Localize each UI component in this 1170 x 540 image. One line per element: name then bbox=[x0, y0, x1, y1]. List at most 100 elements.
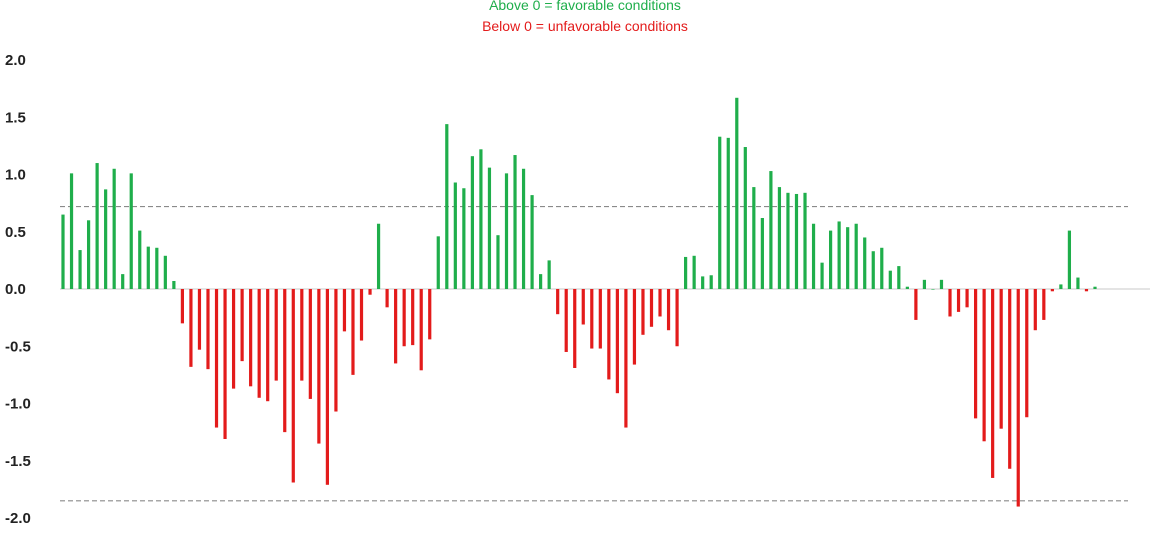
bar bbox=[359, 289, 364, 341]
bar bbox=[794, 193, 799, 289]
bar bbox=[539, 274, 543, 289]
bar bbox=[172, 280, 176, 289]
bar bbox=[581, 289, 585, 325]
bar bbox=[649, 289, 654, 327]
bar bbox=[274, 289, 278, 381]
bar bbox=[496, 235, 500, 289]
y-tick-label: -1.0 bbox=[5, 396, 31, 413]
y-tick-label: -0.5 bbox=[5, 338, 31, 355]
bar bbox=[163, 255, 167, 289]
bar bbox=[231, 289, 236, 389]
bar bbox=[982, 289, 986, 442]
y-tick-label: -1.5 bbox=[5, 453, 31, 470]
bar bbox=[1042, 289, 1046, 320]
bar bbox=[701, 276, 705, 289]
bar bbox=[470, 156, 474, 289]
bar bbox=[436, 236, 440, 289]
bar bbox=[69, 173, 74, 289]
bar bbox=[837, 221, 841, 289]
bar bbox=[1059, 284, 1063, 289]
bar bbox=[564, 289, 568, 352]
bar bbox=[675, 289, 679, 347]
y-tick-label: 1.5 bbox=[5, 109, 26, 126]
bar bbox=[513, 155, 517, 289]
bar bbox=[624, 289, 628, 428]
bar bbox=[956, 289, 961, 312]
bar bbox=[129, 173, 133, 289]
bar bbox=[325, 289, 329, 485]
bar bbox=[777, 187, 782, 289]
bar bbox=[197, 289, 202, 350]
bar bbox=[607, 289, 611, 380]
bar bbox=[863, 237, 867, 289]
bar bbox=[1016, 289, 1020, 507]
bar bbox=[521, 168, 526, 289]
bar bbox=[385, 289, 389, 308]
bar bbox=[402, 289, 406, 347]
bar bbox=[803, 192, 807, 289]
bar bbox=[453, 182, 457, 289]
bar bbox=[684, 256, 688, 289]
bar bbox=[939, 279, 944, 289]
bar bbox=[999, 289, 1003, 429]
bar bbox=[249, 289, 253, 387]
bar bbox=[1025, 289, 1029, 418]
bar bbox=[743, 147, 747, 289]
bar bbox=[760, 218, 764, 289]
bar bbox=[146, 246, 150, 289]
bar bbox=[846, 227, 850, 289]
bar bbox=[78, 250, 82, 289]
subtitle-negative: Below 0 = unfavorable conditions bbox=[482, 18, 688, 34]
bar bbox=[86, 220, 91, 289]
bar bbox=[897, 266, 901, 289]
bar bbox=[462, 188, 466, 289]
bar bbox=[931, 289, 935, 290]
bar bbox=[658, 289, 662, 317]
bar bbox=[1008, 289, 1012, 469]
bar bbox=[445, 124, 449, 290]
bar bbox=[283, 289, 287, 433]
bar bbox=[726, 137, 730, 289]
bar bbox=[266, 289, 270, 402]
bar bbox=[709, 275, 713, 289]
bar bbox=[598, 289, 602, 349]
bar bbox=[632, 289, 637, 365]
bar bbox=[752, 187, 756, 289]
bar bbox=[786, 192, 790, 289]
bar bbox=[991, 289, 995, 478]
bar bbox=[240, 289, 244, 362]
bar bbox=[888, 270, 892, 289]
bar bbox=[95, 163, 99, 289]
bar bbox=[556, 289, 560, 315]
bar bbox=[615, 289, 619, 394]
y-axis-ticks: 2.0 1.5 1.0 0.5 0.0 -0.5 -1.0 -1.5 -2.0 bbox=[5, 52, 31, 527]
y-tick-label: 2.0 bbox=[5, 52, 26, 69]
bar bbox=[61, 214, 65, 289]
bar bbox=[138, 230, 142, 289]
bar bbox=[530, 195, 534, 289]
bar bbox=[735, 97, 739, 289]
bar bbox=[880, 247, 884, 289]
bar bbox=[914, 289, 918, 320]
bar bbox=[1067, 230, 1072, 289]
bar bbox=[590, 289, 594, 349]
bar bbox=[922, 279, 927, 289]
subtitle-positive: Above 0 = favorable conditions bbox=[489, 0, 681, 13]
bar bbox=[368, 289, 372, 295]
bar bbox=[394, 289, 398, 364]
reference-lines bbox=[60, 205, 1128, 502]
bar bbox=[308, 289, 312, 399]
y-tick-label: -2.0 bbox=[5, 510, 31, 527]
bar bbox=[504, 173, 509, 289]
bar bbox=[334, 289, 338, 412]
bar bbox=[180, 289, 184, 324]
bar bbox=[121, 274, 125, 289]
bar bbox=[428, 289, 432, 340]
bar bbox=[948, 289, 952, 317]
bar bbox=[1093, 286, 1097, 289]
y-tick-label: 0.5 bbox=[5, 224, 26, 241]
bar bbox=[112, 168, 116, 289]
bar bbox=[206, 289, 210, 370]
bar bbox=[342, 289, 347, 332]
